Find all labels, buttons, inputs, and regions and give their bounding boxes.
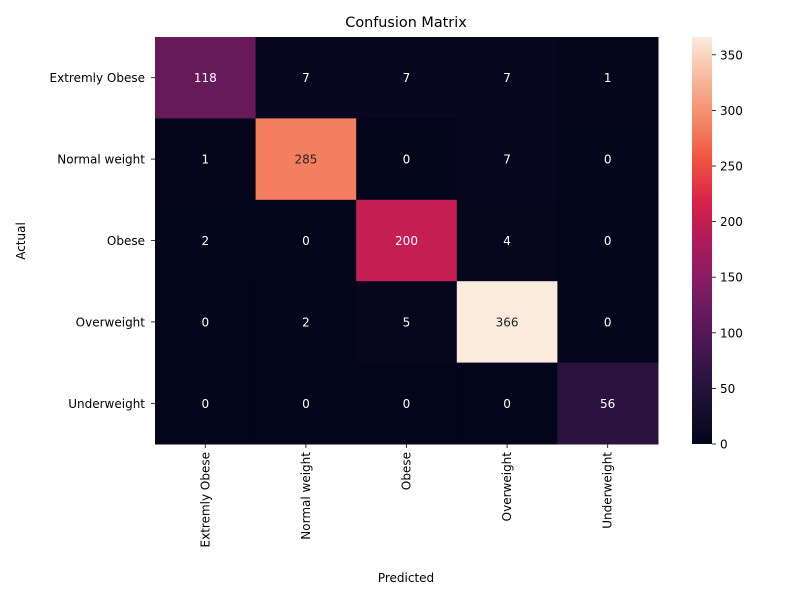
y-tick-label: Extremly Obese <box>50 71 145 85</box>
colorbar-tick-label: 100 <box>720 326 743 340</box>
cell-value-label: 0 <box>604 153 612 167</box>
heatmap-cell <box>456 199 558 282</box>
colorbar-tick-label: 200 <box>720 215 743 229</box>
y-axis-ticks: Extremly Obese Normal weight Obese Overweig… <box>50 71 155 411</box>
chart-title: Confusion Matrix <box>345 15 467 31</box>
heatmap-cell <box>356 281 458 364</box>
cell-value-label: 118 <box>194 71 217 85</box>
x-axis-label: Predicted <box>378 571 434 585</box>
cell-value-label: 56 <box>600 397 615 411</box>
heatmap-cell <box>356 362 458 445</box>
cell-value-label: 285 <box>294 153 317 167</box>
colorbar-tick-label: 0 <box>720 438 728 452</box>
cell-value-label: 5 <box>403 315 411 329</box>
cell-value-label: 0 <box>201 397 209 411</box>
heatmap-cell <box>155 118 257 201</box>
cell-value-label: 7 <box>503 71 511 85</box>
heatmap-cell <box>155 281 257 364</box>
heatmap-cell <box>557 281 659 364</box>
x-tick-label: Overweight <box>500 452 514 522</box>
heatmap-cell <box>356 199 458 282</box>
x-tick-label: Extremly Obese <box>198 452 212 547</box>
y-tick-label: Normal weight <box>57 153 145 167</box>
cell-value-label: 7 <box>302 71 310 85</box>
y-tick-label: Obese <box>107 234 145 248</box>
cell-value-label: 0 <box>503 397 511 411</box>
heatmap-cell <box>557 199 659 282</box>
heatmap-cell <box>255 118 357 201</box>
colorbar-tick-label: 50 <box>720 382 735 396</box>
y-tick-label: Underweight <box>68 397 145 411</box>
cell-value-label: 366 <box>496 315 519 329</box>
heatmap-cell <box>255 281 357 364</box>
cell-value-label: 0 <box>201 315 209 329</box>
heatmap-cell <box>356 37 458 119</box>
heatmap-cell <box>255 362 357 445</box>
cell-value-label: 0 <box>604 234 612 248</box>
colorbar-tick-label: 300 <box>720 104 743 118</box>
heatmap-cell <box>155 37 257 119</box>
cell-value-label: 1 <box>604 71 612 85</box>
cell-value-label: 2 <box>201 234 209 248</box>
heatmap-cell <box>557 118 659 201</box>
heatmap-cell <box>155 199 257 282</box>
colorbar-ticks: 0 50 100 150 200 250 300 350 <box>712 48 743 452</box>
heatmap-cell <box>255 199 357 282</box>
cell-value-label: 7 <box>503 153 511 167</box>
heatmap-cell <box>557 37 659 119</box>
heatmap-cell <box>255 37 357 119</box>
y-tick-label: Overweight <box>76 315 146 329</box>
heatmap-cell <box>155 362 257 445</box>
x-tick-label: Normal weight <box>299 452 313 540</box>
x-axis-ticks: Extremly Obese Normal weight Obese Overweig… <box>198 444 615 547</box>
colorbar-tick-label: 350 <box>720 48 743 62</box>
heatmap-cell <box>456 362 558 445</box>
heatmap-cell <box>356 118 458 201</box>
cell-value-label: 200 <box>395 234 418 248</box>
x-tick-label: Obese <box>400 452 414 490</box>
heatmap-cell <box>557 362 659 445</box>
cell-value-label: 0 <box>302 234 310 248</box>
cell-value-label: 2 <box>302 315 310 329</box>
heatmap-cell <box>456 118 558 201</box>
cell-value-label: 0 <box>604 315 612 329</box>
colorbar-gradient <box>692 37 712 444</box>
colorbar: 0 50 100 150 200 250 300 350 <box>692 37 743 452</box>
heatmap-cells: 118 7 7 7 1 1 285 0 7 0 2 0 200 4 0 0 2 5 366 0 0 0 0 0 56 <box>155 37 659 445</box>
colorbar-tick-label: 150 <box>720 271 743 285</box>
colorbar-tick-label: 250 <box>720 159 743 173</box>
cell-value-label: 4 <box>503 234 511 248</box>
y-axis-label: Actual <box>14 222 28 260</box>
cell-value-label: 1 <box>201 153 209 167</box>
cell-value-label: 0 <box>403 397 411 411</box>
cell-value-label: 0 <box>403 153 411 167</box>
heatmap-cell <box>456 37 558 119</box>
x-tick-label: Underweight <box>601 452 615 529</box>
heatmap-cell <box>456 281 558 364</box>
cell-value-label: 7 <box>403 71 411 85</box>
cell-value-label: 0 <box>302 397 310 411</box>
